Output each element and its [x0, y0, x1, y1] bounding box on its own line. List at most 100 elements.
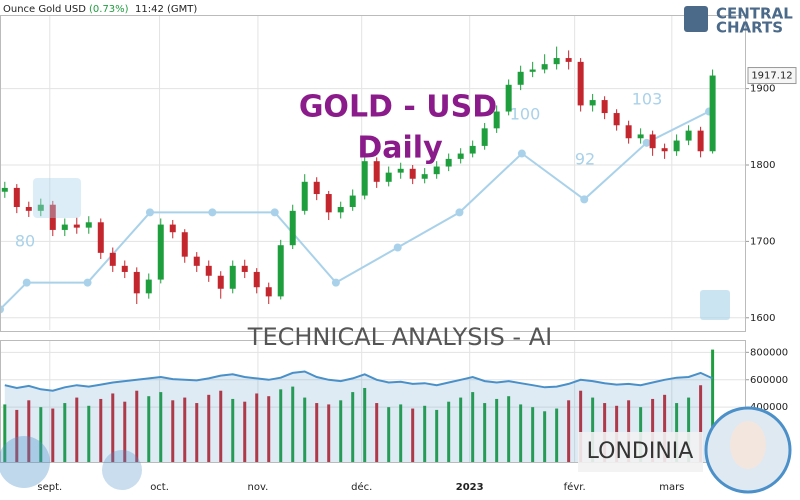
score-point	[580, 195, 589, 204]
y-tick-label: 1900	[750, 84, 775, 95]
volume-bar	[567, 400, 571, 462]
score-point	[22, 278, 31, 287]
candle-body	[553, 58, 560, 65]
volume-bar	[435, 409, 439, 462]
volume-bar	[651, 398, 655, 462]
icon	[33, 178, 81, 218]
score-point	[517, 149, 526, 158]
candle-body	[517, 71, 524, 85]
candle-body	[145, 279, 152, 294]
volume-bar	[171, 400, 175, 462]
candle-body	[289, 210, 296, 246]
candle-body	[469, 145, 476, 154]
x-tick-label: 2023	[456, 482, 484, 493]
candle-body	[301, 181, 308, 211]
volume-bar	[135, 390, 139, 462]
score-point	[145, 208, 154, 217]
candle-body	[421, 174, 428, 179]
candle-body	[337, 207, 344, 213]
logo-text: CHARTS	[716, 19, 783, 37]
volume-bar	[63, 403, 67, 462]
score-point	[642, 138, 651, 147]
volume-bar	[27, 400, 31, 462]
volume-bar	[531, 407, 535, 462]
candle-body	[445, 158, 452, 167]
icon	[102, 450, 142, 490]
score-point	[270, 208, 279, 217]
logo-icon	[684, 6, 708, 32]
candle-body	[409, 168, 416, 179]
candle-body	[397, 168, 404, 173]
instrument: Ounce Gold USD	[3, 4, 86, 15]
score-point	[83, 278, 92, 287]
volume-line	[4, 370, 714, 392]
candle-body	[625, 125, 632, 139]
volume-bar	[339, 400, 343, 462]
volume-bar	[447, 401, 451, 462]
score-point	[455, 208, 464, 217]
candle-body	[529, 69, 536, 72]
candle-body	[685, 130, 692, 141]
candle-body	[481, 128, 488, 146]
volume-bar	[243, 401, 247, 462]
volume-bar	[387, 407, 391, 462]
volume-bar	[99, 398, 103, 462]
volume-bar	[327, 404, 331, 462]
volume-bar	[363, 387, 367, 462]
candle-body	[121, 265, 128, 272]
volume-bar	[39, 407, 43, 462]
price-panel: 1600 1700 1800 1900 sept. oct. nov. déc. 2023 fév…	[0, 15, 797, 493]
volume-bar	[375, 403, 379, 462]
volume-bar	[519, 404, 523, 462]
candle-body	[661, 148, 668, 152]
volume-bar	[483, 403, 487, 462]
candle-body	[325, 194, 332, 213]
candle-body	[205, 265, 212, 276]
candle-body	[373, 161, 380, 182]
volume-bar	[231, 398, 235, 462]
last-price-box	[747, 67, 797, 85]
score-label: 103	[632, 90, 663, 109]
score-point	[208, 208, 217, 217]
candle-body	[577, 61, 584, 106]
candle-body	[649, 134, 656, 149]
score-label: 100	[510, 105, 541, 124]
candle-body	[709, 75, 716, 152]
volume-bar	[111, 393, 115, 462]
icon	[0, 436, 50, 488]
y-tick-label: 1800	[750, 160, 775, 171]
volume-bar	[687, 397, 691, 462]
volume-frame	[0, 340, 746, 463]
logo-text: CENTRAL	[716, 5, 793, 23]
volume-bar	[507, 396, 511, 462]
score-label: 80	[15, 232, 35, 251]
volume-bar	[51, 408, 55, 462]
x-tick-label: oct.	[150, 482, 169, 493]
candle-body	[505, 84, 512, 112]
candle-body	[493, 111, 500, 129]
volume-bar	[663, 394, 667, 462]
candle-body	[133, 271, 140, 294]
candle-body	[217, 275, 224, 289]
candle-body	[673, 140, 680, 152]
candle-body	[601, 100, 608, 114]
y-tick-label: 600000	[750, 375, 788, 386]
candle-body	[85, 222, 92, 228]
volume-bar	[255, 393, 259, 462]
volume-bar	[219, 390, 223, 462]
time: 11:42 (GMT)	[135, 4, 197, 15]
volume-bar	[123, 401, 127, 462]
candle-body	[49, 204, 56, 230]
candle-body	[253, 271, 260, 288]
avatar-face	[730, 421, 766, 469]
x-tick-label: nov.	[248, 482, 269, 493]
volume-bar	[303, 397, 307, 462]
volume-bar	[399, 404, 403, 462]
headline: GOLD - USD	[299, 90, 497, 125]
candle-body	[313, 181, 320, 195]
score-label: 92	[575, 150, 595, 169]
candle-body	[385, 172, 392, 182]
x-tick-label: févr.	[564, 481, 586, 493]
candle-body	[613, 113, 620, 126]
